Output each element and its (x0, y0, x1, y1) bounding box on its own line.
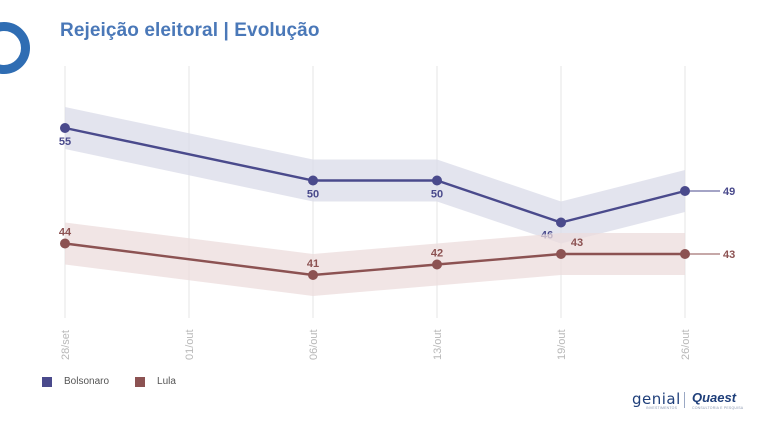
data-label: 43 (571, 237, 583, 249)
genial-logo: genial (632, 390, 681, 408)
data-label: 41 (307, 258, 319, 270)
data-label: 55 (59, 136, 71, 148)
page-title: Rejeição eleitoral | Evolução (60, 20, 320, 41)
data-label: 42 (431, 248, 443, 260)
legend-label-bolsonaro: Bolsonaro (64, 376, 110, 387)
data-point (680, 249, 690, 259)
data-label: 43 (723, 249, 735, 261)
legend-swatch-lula (135, 376, 146, 387)
data-point (60, 123, 70, 133)
x-tick-label: 01/out (184, 329, 196, 360)
data-point (432, 175, 442, 186)
data-label: 50 (307, 189, 319, 201)
x-tick-label: 28/set (60, 330, 72, 360)
confidence-band-bolsonaro (65, 107, 685, 244)
data-point (556, 217, 566, 228)
legend-label-lula: Lula (157, 376, 176, 387)
confidence-band-lula (65, 222, 685, 296)
data-point (432, 259, 442, 270)
brand-separator (684, 392, 685, 408)
x-tick-label: 13/out (432, 329, 444, 360)
chart-legend: Bolsonaro Lula (42, 376, 202, 387)
data-point (308, 270, 318, 280)
data-point (556, 249, 566, 259)
data-point (680, 186, 690, 196)
data-label: 50 (431, 189, 443, 201)
data-label: 49 (723, 186, 735, 198)
legend-item-lula: Lula (135, 376, 176, 387)
legend-item-bolsonaro: Bolsonaro (42, 376, 109, 387)
data-point (308, 175, 318, 186)
quaest-logo-subtitle: CONSULTORIA E PESQUISA (692, 406, 744, 410)
data-label: 44 (59, 227, 72, 239)
x-tick-label: 06/out (308, 329, 320, 360)
legend-swatch-bolsonaro (42, 376, 52, 387)
genial-logo-subtitle: INVESTIMENTOS (646, 406, 678, 410)
data-point (60, 238, 70, 249)
quaest-logo: Quaest (692, 390, 737, 405)
x-tick-label: 26/out (680, 329, 692, 360)
x-tick-label: 19/out (556, 329, 568, 360)
